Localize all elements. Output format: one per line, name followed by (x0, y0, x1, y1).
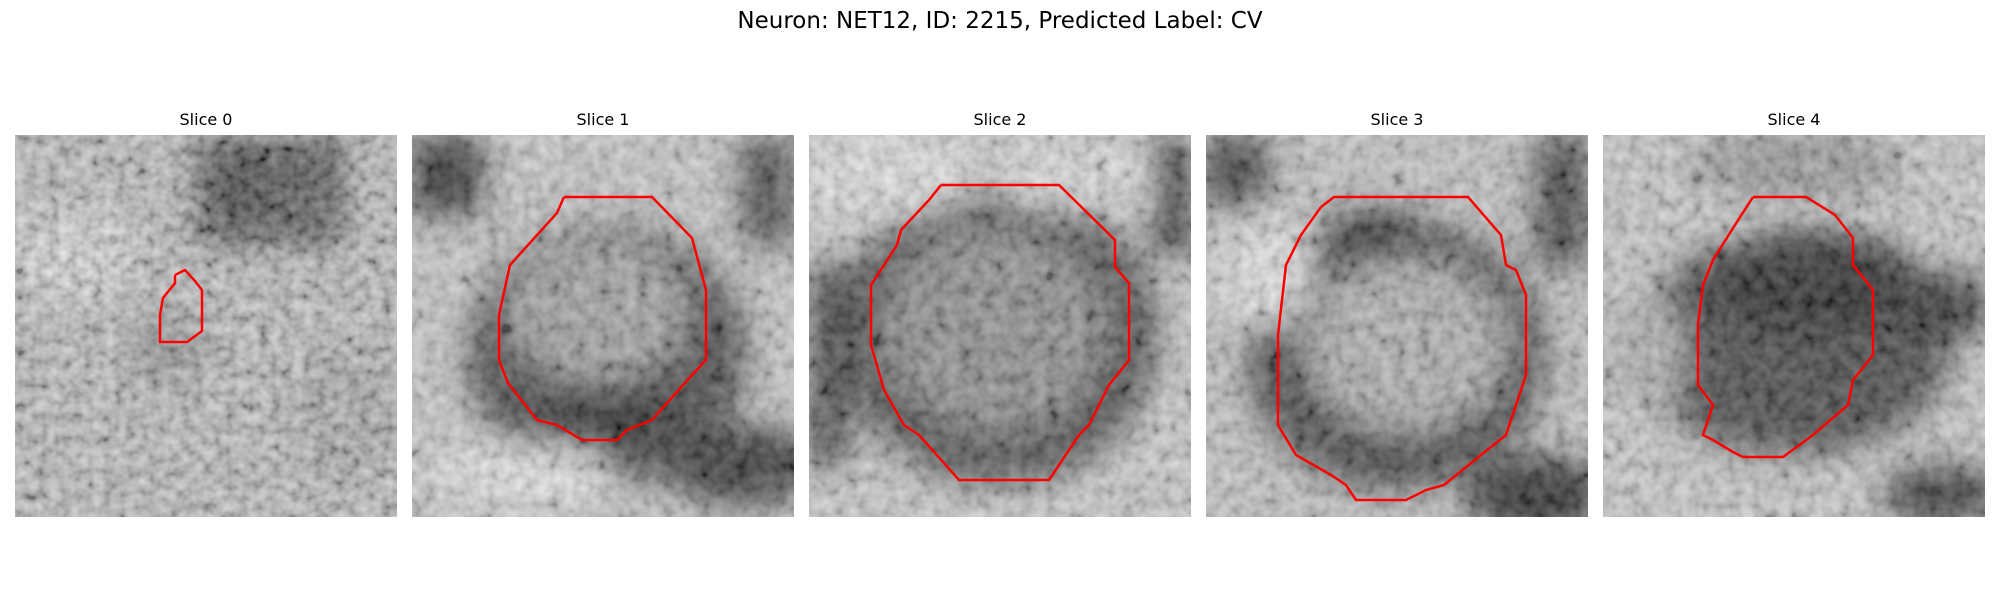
contour-0 (158, 268, 204, 344)
slice-image-4 (1603, 135, 1985, 517)
slice-image-0 (15, 135, 397, 517)
slice-title-1: Slice 1 (576, 110, 630, 129)
slice-title-4: Slice 4 (1767, 110, 1821, 129)
contour-2 (869, 183, 1131, 482)
slice-image-3 (1206, 135, 1588, 517)
figure-title: Neuron: NET12, ID: 2215, Predicted Label… (737, 8, 1263, 34)
contour-1 (497, 195, 708, 442)
contour-3 (1276, 195, 1528, 502)
slice-image-1 (412, 135, 794, 517)
contour-4 (1696, 195, 1875, 459)
slice-title-2: Slice 2 (973, 110, 1027, 129)
slice-image-2 (809, 135, 1191, 517)
slice-title-3: Slice 3 (1370, 110, 1424, 129)
slice-title-0: Slice 0 (179, 110, 233, 129)
